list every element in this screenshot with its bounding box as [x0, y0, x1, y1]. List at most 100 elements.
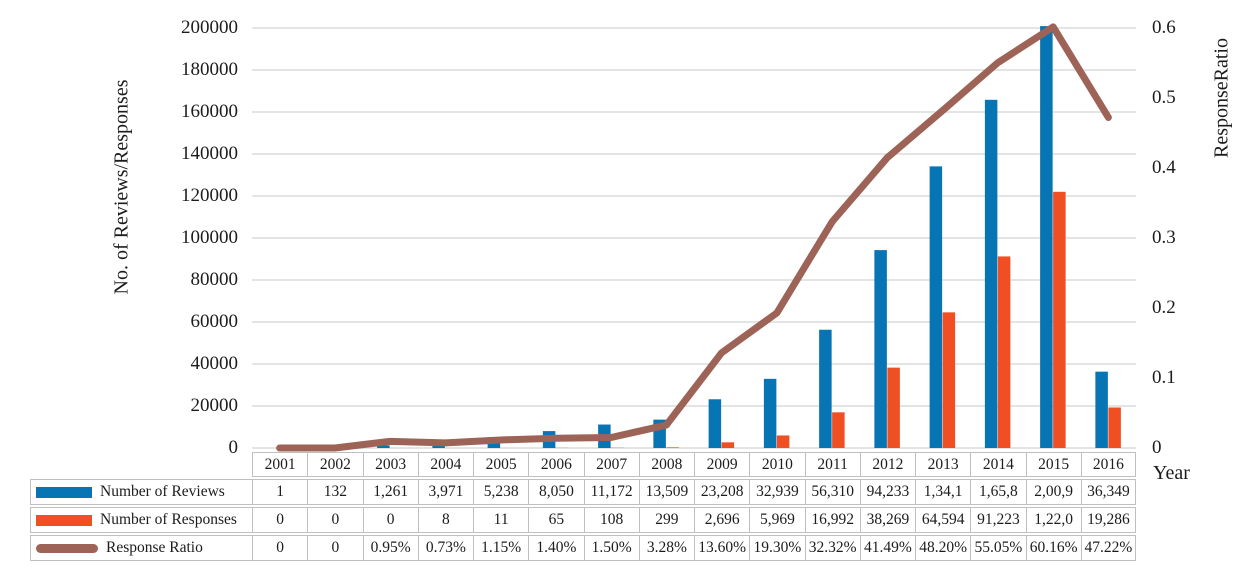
- x-axis-title: Year: [1153, 462, 1190, 484]
- year-header: 2011: [804, 452, 860, 477]
- left-axis-tick-label: 0: [228, 437, 239, 458]
- table-value-cell: 1: [252, 479, 308, 505]
- year-header: 2007: [583, 452, 639, 477]
- table-value-cell: 91,223: [970, 507, 1026, 533]
- table-value-cell: 23,208: [694, 479, 750, 505]
- bar-reviews: [874, 250, 887, 448]
- left-axis-tick-label: 60000: [190, 311, 239, 332]
- table-value-cell: 38,269: [859, 507, 915, 533]
- year-header: 2012: [859, 452, 915, 477]
- year-header: 2003: [362, 452, 418, 477]
- table-value-cell: 32,939: [749, 479, 805, 505]
- table-value-cell: 132: [307, 479, 363, 505]
- table-value-cell: 13,509: [638, 479, 694, 505]
- bar-responses: [942, 312, 956, 448]
- left-axis-tick-label: 100000: [181, 227, 238, 248]
- year-header: 2002: [307, 452, 363, 477]
- bar-reviews: [1095, 371, 1108, 448]
- table-value-cell: 32.32%: [804, 535, 860, 561]
- year-header: 2008: [638, 452, 694, 477]
- right-axis-tick-label: 0.2: [1152, 297, 1176, 318]
- table-value-cell: 5,238: [473, 479, 529, 505]
- table-value-cell: 0: [252, 535, 308, 561]
- table-value-cell: 1,261: [362, 479, 418, 505]
- legend-label: Response Ratio: [106, 539, 203, 556]
- bar-reviews: [708, 399, 722, 448]
- legend-label: Number of Reviews: [100, 483, 225, 500]
- table-value-cell: 48.20%: [915, 535, 971, 561]
- right-axis-tick-label: 0.5: [1152, 87, 1176, 108]
- bar-reviews: [819, 329, 832, 448]
- year-header: 2014: [970, 452, 1026, 477]
- left-axis-tick-label: 40000: [190, 353, 239, 374]
- table-value-cell: 8: [417, 507, 473, 533]
- table-value-cell: 0: [362, 507, 418, 533]
- table-value-cell: 0: [307, 535, 363, 561]
- table-value-cell: 36,349: [1080, 479, 1136, 505]
- left-axis-tick-label: 160000: [181, 101, 238, 122]
- bar-reviews: [1040, 26, 1053, 449]
- year-header: 2001: [252, 452, 308, 477]
- table-value-cell: 19.30%: [749, 535, 805, 561]
- left-axis-tick-label: 80000: [190, 269, 239, 290]
- year-header: 2005: [473, 452, 529, 477]
- table-value-cell: 1,22,0: [1025, 507, 1081, 533]
- year-header: 2013: [915, 452, 971, 477]
- bar-reviews: [929, 166, 943, 448]
- left-axis-tick-label: 140000: [181, 143, 238, 164]
- right-axis-tick-label: 0: [1152, 437, 1162, 458]
- table-value-cell: 2,696: [694, 507, 750, 533]
- bar-reviews: [763, 378, 777, 448]
- bar-responses: [721, 442, 735, 448]
- right-axis-tick-label: 0.4: [1152, 157, 1176, 178]
- table-value-cell: 3.28%: [638, 535, 694, 561]
- year-header: 2006: [528, 452, 584, 477]
- legend-cell: Response Ratio: [30, 535, 252, 561]
- table-value-cell: 41.49%: [859, 535, 915, 561]
- year-header: 2016: [1080, 452, 1136, 477]
- left-axis-title: No. of Reviews/Responses: [110, 79, 133, 295]
- legend-cell: Number of Responses: [30, 507, 252, 533]
- table-value-cell: 1,34,1: [915, 479, 971, 505]
- data-table: 2001 2002 2003 2004 2005 2006 2007 2008 2009 2010…: [30, 452, 1136, 561]
- table-value-cell: 64,594: [915, 507, 971, 533]
- table-value-cell: 2,00,9: [1025, 479, 1081, 505]
- table-value-cell: 60.16%: [1025, 535, 1081, 561]
- bar-responses: [1108, 407, 1121, 448]
- table-value-cell: 55.05%: [970, 535, 1026, 561]
- table-value-cell: 19,286: [1080, 507, 1136, 533]
- table-value-cell: 5,969: [749, 507, 805, 533]
- year-header: 2009: [694, 452, 750, 477]
- table-value-cell: 0.95%: [362, 535, 418, 561]
- table-value-cell: 1.40%: [528, 535, 584, 561]
- table-value-cell: 11: [473, 507, 529, 533]
- table-value-cell: 0: [307, 507, 363, 533]
- right-axis-tick-label: 0.1: [1152, 367, 1176, 388]
- table-value-cell: 56,310: [804, 479, 860, 505]
- year-header: 2015: [1025, 452, 1081, 477]
- bar-reviews: [984, 99, 998, 448]
- table-value-cell: 94,233: [859, 479, 915, 505]
- table-corner-cell: [30, 452, 252, 477]
- table-value-cell: 1,65,8: [970, 479, 1026, 505]
- table-value-cell: 1.50%: [583, 535, 639, 561]
- legend-swatch-line-icon: [36, 543, 98, 553]
- table-value-cell: 11,172: [583, 479, 639, 505]
- left-axis-tick-label: 200000: [181, 17, 238, 38]
- legend-swatch-bar-icon: [36, 514, 92, 526]
- legend-swatch-bar-icon: [36, 486, 92, 498]
- year-header: 2004: [417, 452, 473, 477]
- right-axis-tick-label: 0.3: [1152, 227, 1176, 248]
- bar-responses: [776, 435, 790, 448]
- table-value-cell: 16,992: [804, 507, 860, 533]
- ratio-line: [276, 23, 1112, 452]
- legend-cell: Number of Reviews: [30, 479, 252, 505]
- table-value-cell: 299: [638, 507, 694, 533]
- table-value-cell: 0.73%: [417, 535, 473, 561]
- table-value-cell: 47.22%: [1080, 535, 1136, 561]
- bar-responses: [832, 412, 845, 448]
- table-value-cell: 3,971: [417, 479, 473, 505]
- bar-responses: [997, 256, 1011, 448]
